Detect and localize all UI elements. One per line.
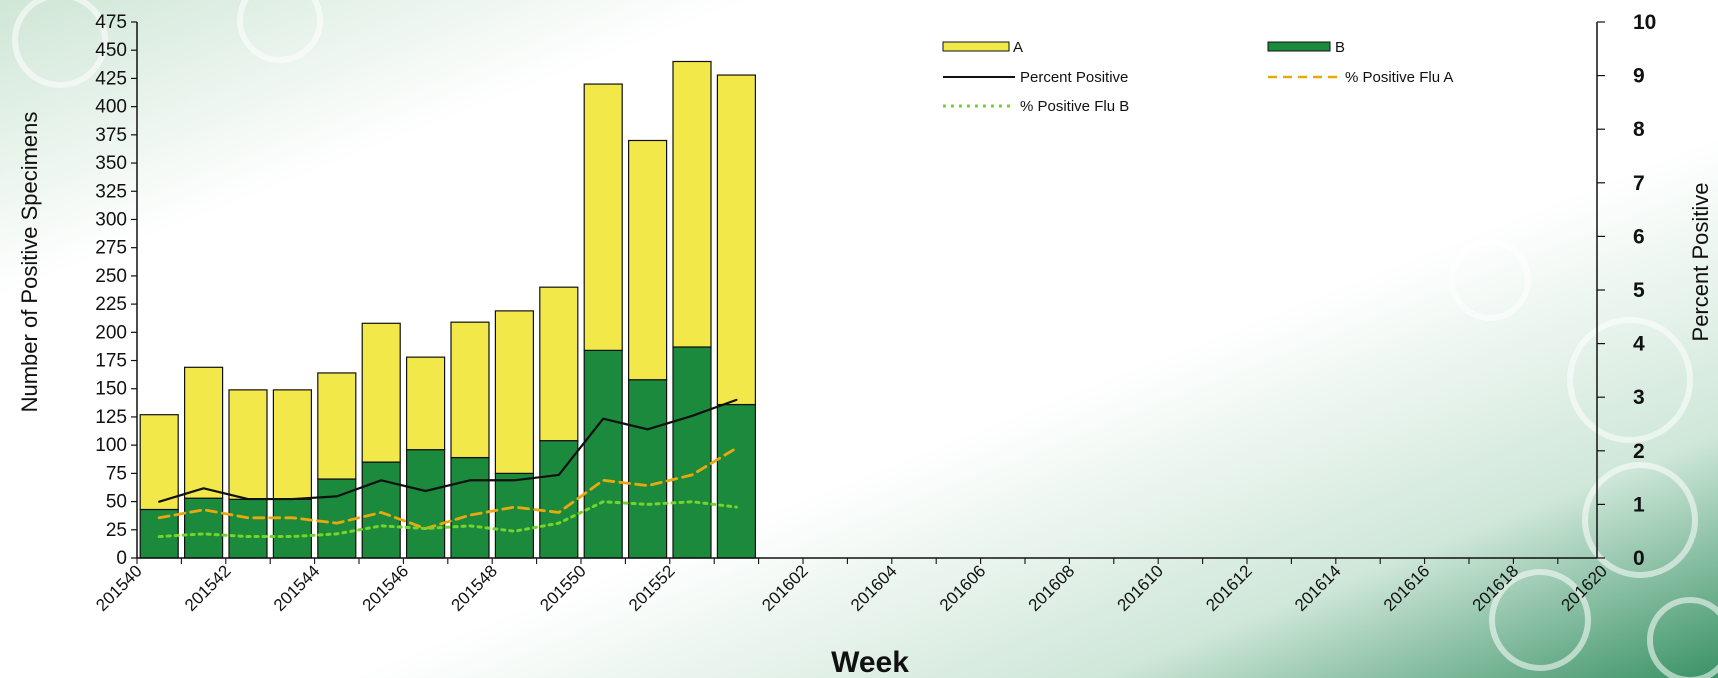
y-right-tick-label: 9 [1633,65,1645,88]
y-left-tick-label: 475 [95,12,127,33]
bar-b-201541 [184,497,224,559]
y-left-tick-label: 225 [95,294,127,315]
x-axis-title: Week [831,646,909,678]
x-tick-label: 201616 [1380,561,1434,615]
legend-swatch-a [942,41,1010,52]
bar-a-201548 [494,310,534,474]
x-tick-label: 201608 [1025,561,1079,615]
bar-a-201553 [716,74,757,406]
legend: A B Percent Positive % Positive Flu A % … [942,39,1453,115]
y-right-tick-label: 7 [1633,172,1645,195]
y-right-tick-label: 6 [1633,225,1645,248]
x-tick-label: 201620 [1557,561,1611,615]
x-tick-label: 201542 [181,561,235,615]
bar-a-201549 [539,286,579,442]
bar-a-201546 [406,356,446,451]
y-left-tick-label: 100 [95,435,127,456]
x-tick-label: 201548 [447,561,501,615]
line-percent-positive [158,398,738,503]
legend-label-a: A [1013,39,1023,56]
y-left-tick-label: 25 [106,520,127,541]
bar-b-201551 [627,379,668,559]
y-left-tick-label: 0 [116,548,127,569]
y-right-tick-label: 8 [1633,118,1645,141]
y-right-tick-label: 0 [1633,547,1645,570]
legend-label-percent-positive: Percent Positive [1020,69,1128,86]
y-axis-right-title: Percent Positive [1688,183,1713,342]
bar-b-201542 [228,498,268,559]
x-tick-label: 201540 [92,561,146,615]
bar-b-201546 [406,449,446,559]
bar-a-201542 [228,389,268,500]
y-left-tick-label: 250 [95,266,127,287]
legend-label-b: B [1335,39,1345,56]
bar-a-201551 [627,139,668,381]
y-left-tick-label: 450 [95,40,127,61]
lines-layer [157,398,738,539]
y-right-tick-label: 3 [1633,386,1645,409]
y-left-tick-label: 375 [95,125,127,146]
bar-b-201547 [450,456,490,559]
bar-a-201550 [583,83,623,351]
x-tick-label: 201618 [1469,561,1523,615]
legend-label-flu-a: % Positive Flu A [1345,69,1453,86]
legend-label-flu-b: % Positive Flu B [1020,98,1129,115]
x-tick-label: 201602 [758,561,812,615]
bar-b-201552 [672,346,712,559]
y-left-tick-label: 175 [95,351,127,372]
y-left-tick-label: 150 [95,379,127,400]
y-left-tick-label: 200 [95,322,127,343]
y-left-tick-label: 50 [106,492,127,513]
x-tick-label: 201550 [536,561,590,615]
x-tick-label: 201606 [936,561,990,615]
y-left-tick-label: 275 [95,238,127,259]
y-left-tick-label: 75 [106,463,127,484]
bar-a-201541 [184,366,224,499]
x-tick-label: 201546 [359,561,413,615]
bar-b-201545 [361,461,401,559]
y-left-tick-label: 425 [95,68,127,89]
x-tick-label: 201544 [270,561,324,615]
y-right-tick-label: 10 [1633,11,1656,34]
line-positive-flu-a [157,446,738,530]
x-tick-label: 201604 [847,561,901,615]
legend-swatch-b [1267,41,1331,52]
line-positive-flu-b [157,500,738,539]
y-right-tick-label: 1 [1633,493,1645,516]
x-tick-label: 201610 [1113,561,1167,615]
bar-a-201543 [272,389,312,500]
bar-b-201550 [583,349,623,559]
x-tick-label: 201612 [1202,561,1256,615]
y-right-tick-label: 4 [1633,333,1645,356]
y-left-tick-label: 325 [95,181,127,202]
bar-a-201547 [450,321,490,459]
y-right-tick-label: 5 [1633,279,1645,302]
y-axis-left-title: Number of Positive Specimens [17,112,42,413]
bar-a-201552 [672,60,712,348]
y-left-tick-label: 350 [95,153,127,174]
bar-b-201543 [272,498,312,559]
y-left-tick-label: 300 [95,209,127,230]
x-tick-label: 201552 [625,561,679,615]
y-right-tick-label: 2 [1633,440,1645,463]
bars-layer [139,60,757,559]
bar-a-201540 [139,414,179,511]
bar-a-201544 [317,372,357,480]
x-tick-label: 201614 [1291,561,1345,615]
bar-b-201548 [494,472,534,559]
bar-b-201553 [716,403,757,559]
bar-a-201545 [361,322,401,463]
y-left-tick-label: 400 [95,97,127,118]
y-left-tick-label: 125 [95,407,127,428]
